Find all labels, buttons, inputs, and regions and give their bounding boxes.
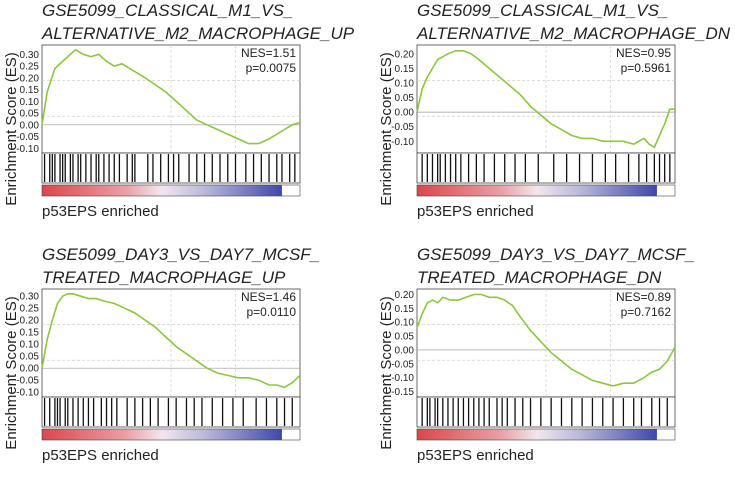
x-axis-label: p53EPS enriched [417, 447, 534, 464]
y-tick-label: -0.10 [16, 388, 39, 399]
y-tick-label: 0.20 [20, 316, 40, 327]
chart-title-line-2: TREATED_MACROPHAGE_UP [42, 268, 286, 287]
rank-bar-frame [41, 428, 301, 441]
gsea-panel-2: GSE5099_CLASSICAL_M1_VS_ ALTERNATIVE_M2_M… [375, 0, 735, 238]
nes-value: NES=0.89 [616, 290, 671, 304]
y-tick-label: -0.05 [391, 122, 414, 133]
p-value: p=0.7162 [621, 305, 672, 319]
chart-title-line-2: ALTERNATIVE_M2_MACROPHAGE_UP [41, 24, 355, 43]
rank-bar-frame [41, 184, 301, 197]
y-tick-label: 0.00 [395, 108, 415, 119]
y-tick-label: 0.15 [20, 85, 40, 96]
chart-title-line-1: GSE5099_DAY3_VS_DAY7_MCSF_ [417, 245, 695, 264]
y-axis-label: Enrichment Score (ES) [3, 52, 20, 205]
chart-title-line-2: ALTERNATIVE_M2_MACROPHAGE_DN [416, 24, 731, 43]
gsea-panel-1: GSE5099_CLASSICAL_M1_VS_ ALTERNATIVE_M2_M… [0, 0, 360, 238]
y-tick-label: 0.15 [395, 64, 415, 75]
enrichment-score-line [416, 49, 675, 149]
enrichment-score-line [41, 48, 301, 145]
enrichment-score-line [416, 293, 676, 387]
chart-title-line-1: GSE5099_CLASSICAL_M1_VS_ [42, 1, 293, 20]
nes-value: NES=0.95 [616, 46, 671, 60]
y-tick-label: 0.20 [395, 290, 415, 301]
y-tick-label: 0.30 [20, 292, 40, 303]
y-tick-label: 0.30 [20, 50, 40, 61]
y-tick-label: -0.15 [391, 387, 414, 398]
y-tick-label: 0.05 [20, 352, 40, 363]
y-tick-label: 0.10 [395, 78, 415, 89]
y-tick-label: 0.05 [395, 332, 415, 343]
y-tick-label: 0.10 [395, 318, 415, 329]
gsea-chart-3: GSE5099_DAY3_VS_DAY7_MCSF_ TREATED_MACROP… [3, 245, 320, 464]
y-tick-label: 0.00 [20, 120, 40, 131]
nes-value: NES=1.46 [241, 290, 296, 304]
y-tick-label: 0.20 [395, 49, 415, 60]
rank-gradient-bar [42, 185, 282, 196]
rank-gradient-bar [42, 429, 282, 440]
gsea-chart-2: GSE5099_CLASSICAL_M1_VS_ ALTERNATIVE_M2_M… [378, 1, 731, 220]
y-tick-label: -0.05 [16, 376, 39, 387]
y-tick-label: 0.10 [20, 97, 40, 108]
enrichment-score-line [41, 292, 301, 389]
chart-title-line-2: TREATED_MACROPHAGE_DN [417, 268, 662, 287]
y-tick-label: -0.10 [391, 373, 414, 384]
hit-panel [416, 152, 676, 184]
y-tick-label: 0.15 [20, 328, 40, 339]
p-value: p=0.5961 [621, 61, 672, 75]
y-tick-label: 0.25 [20, 62, 40, 73]
y-tick-label: 0.00 [20, 364, 40, 375]
y-tick-label: 0.25 [20, 304, 40, 315]
y-axis-label: Enrichment Score (ES) [3, 296, 20, 449]
rank-gradient-bar [417, 429, 657, 440]
nes-value: NES=1.51 [241, 46, 296, 60]
hit-panel [41, 152, 301, 184]
y-axis-label: Enrichment Score (ES) [378, 52, 395, 205]
rank-bar-frame [416, 184, 676, 197]
y-tick-label: 0.20 [20, 73, 40, 84]
rank-gradient-bar [417, 185, 657, 196]
x-axis-label: p53EPS enriched [42, 203, 159, 220]
hit-panel [41, 396, 301, 428]
y-axis-label: Enrichment Score (ES) [378, 296, 395, 449]
y-tick-label: 0.15 [395, 304, 415, 315]
p-value: p=0.0075 [246, 61, 297, 75]
y-tick-label: 0.00 [395, 345, 415, 356]
p-value: p=0.0110 [247, 305, 297, 319]
y-tick-label: 0.05 [395, 93, 415, 104]
hit-panel [416, 396, 676, 428]
y-tick-label: 0.10 [20, 340, 40, 351]
gsea-chart-4: GSE5099_DAY3_VS_DAY7_MCSF_ TREATED_MACROP… [378, 245, 695, 464]
y-tick-label: -0.05 [16, 132, 39, 143]
chart-title-line-1: GSE5099_CLASSICAL_M1_VS_ [417, 1, 668, 20]
gsea-panel-4: GSE5099_DAY3_VS_DAY7_MCSF_ TREATED_MACROP… [375, 244, 735, 482]
y-tick-label: -0.10 [16, 144, 39, 155]
gsea-chart-1: GSE5099_CLASSICAL_M1_VS_ ALTERNATIVE_M2_M… [3, 1, 355, 220]
y-tick-label: -0.10 [391, 137, 414, 148]
y-tick-label: 0.05 [20, 109, 40, 120]
x-axis-label: p53EPS enriched [42, 447, 159, 464]
x-axis-label: p53EPS enriched [417, 203, 534, 220]
rank-bar-frame [416, 428, 676, 441]
chart-title-line-1: GSE5099_DAY3_VS_DAY7_MCSF_ [42, 245, 320, 264]
y-tick-label: -0.05 [391, 359, 414, 370]
gsea-panel-3: GSE5099_DAY3_VS_DAY7_MCSF_ TREATED_MACROP… [0, 244, 360, 482]
